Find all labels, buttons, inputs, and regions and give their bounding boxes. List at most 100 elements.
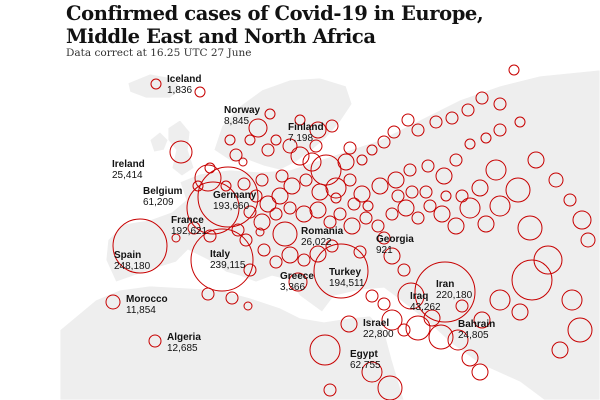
iceland-landmass xyxy=(127,73,183,99)
spain-bubble xyxy=(112,218,168,274)
context-bubble xyxy=(489,289,511,311)
context-bubble xyxy=(397,263,411,277)
context-bubble xyxy=(563,193,577,207)
context-bubble xyxy=(461,103,475,117)
romania-bubble xyxy=(272,221,298,247)
georgia-bubble xyxy=(377,231,391,245)
chart-title: Confirmed cases of Covid-19 in Europe, M… xyxy=(66,2,484,48)
context-bubble xyxy=(477,215,495,233)
finland-bubble xyxy=(309,121,327,139)
context-bubble xyxy=(255,227,265,237)
context-bubble xyxy=(411,211,425,225)
context-bubble xyxy=(371,219,385,233)
italy-label: Italy xyxy=(210,249,230,260)
context-bubble xyxy=(269,207,283,221)
context-bubble xyxy=(192,180,204,192)
iraq-cases: 43,262 xyxy=(410,302,441,313)
context-bubble xyxy=(377,375,403,400)
context-bubble xyxy=(445,111,459,125)
egypt-label: Egypt xyxy=(350,349,378,360)
georgia-cases: 921 xyxy=(376,245,393,256)
turkey-cases: 194,511 xyxy=(329,278,365,289)
belgium-bubble xyxy=(194,164,222,192)
context-bubble xyxy=(461,349,479,367)
context-bubble xyxy=(325,239,339,253)
romania-cases: 26,022 xyxy=(301,237,332,248)
context-bubble xyxy=(325,177,347,199)
context-bubble xyxy=(337,153,355,171)
context-bubble xyxy=(381,309,403,331)
context-bubble xyxy=(264,108,276,120)
egypt-bubble xyxy=(309,334,341,366)
context-bubble xyxy=(275,169,289,183)
land-masses xyxy=(59,69,600,400)
context-bubble xyxy=(433,205,451,223)
bahrain-cases: 24,805 xyxy=(458,330,489,341)
context-bubble xyxy=(343,217,361,235)
context-bubble xyxy=(561,289,583,311)
context-bubble xyxy=(283,177,301,195)
context-bubble xyxy=(243,301,253,311)
context-bubble xyxy=(224,134,236,146)
context-bubble xyxy=(511,303,529,321)
context-bubble xyxy=(411,123,425,137)
context-bubble xyxy=(371,177,389,195)
germany-bubble xyxy=(197,166,259,228)
context-bubble xyxy=(270,134,282,146)
context-bubble xyxy=(283,201,297,215)
context-bubble xyxy=(383,247,401,265)
ireland-label: Ireland xyxy=(112,159,145,170)
context-bubble xyxy=(353,185,371,203)
context-bubble xyxy=(429,115,443,129)
context-bubble xyxy=(231,223,245,237)
context-bubble xyxy=(567,317,593,343)
context-bubble xyxy=(447,217,465,235)
context-bubble xyxy=(423,309,441,327)
context-bubble xyxy=(187,221,201,235)
context-bubble xyxy=(387,171,405,189)
context-bubble xyxy=(171,233,181,243)
context-bubble xyxy=(225,291,239,305)
germany-label: Germany xyxy=(213,190,257,201)
scandinavia-landmass xyxy=(213,77,353,171)
context-bubble xyxy=(281,246,299,264)
context-bubble xyxy=(572,210,592,230)
context-bubble xyxy=(455,299,469,313)
romania-label: Romania xyxy=(301,226,344,237)
iraq-label: Iraq xyxy=(410,291,428,302)
context-bubble xyxy=(325,119,339,133)
iran-bubble xyxy=(414,261,476,323)
ireland-bubble xyxy=(169,140,193,164)
belgium-label: Belgium xyxy=(143,186,183,197)
context-bubble xyxy=(194,86,206,98)
bubble-layer xyxy=(105,64,596,400)
context-bubble xyxy=(385,207,399,221)
context-bubble xyxy=(362,200,374,212)
context-bubble xyxy=(493,123,507,137)
greece-cases: 3,366 xyxy=(280,282,305,293)
context-bubble xyxy=(255,173,269,187)
spain-cases: 248,180 xyxy=(114,261,151,272)
context-bubble xyxy=(403,163,417,177)
france-label: France xyxy=(171,215,204,226)
context-bubble xyxy=(239,233,253,247)
context-bubble xyxy=(243,263,257,277)
context-bubble xyxy=(401,113,415,127)
context-bubble xyxy=(333,207,347,221)
morocco-label: Morocco xyxy=(126,294,168,305)
context-bubble xyxy=(220,180,232,192)
iraq-bubble xyxy=(397,282,425,310)
egypt-cases: 62,755 xyxy=(350,360,381,371)
context-bubble xyxy=(580,232,596,248)
context-bubble xyxy=(517,215,543,241)
context-bubble xyxy=(471,179,489,197)
algeria-cases: 12,685 xyxy=(167,343,198,354)
algeria-bubble xyxy=(148,334,162,348)
context-bubble xyxy=(377,297,391,311)
iceland-bubble xyxy=(150,78,162,90)
context-bubble xyxy=(527,151,545,169)
spain-label: Spain xyxy=(114,250,141,261)
